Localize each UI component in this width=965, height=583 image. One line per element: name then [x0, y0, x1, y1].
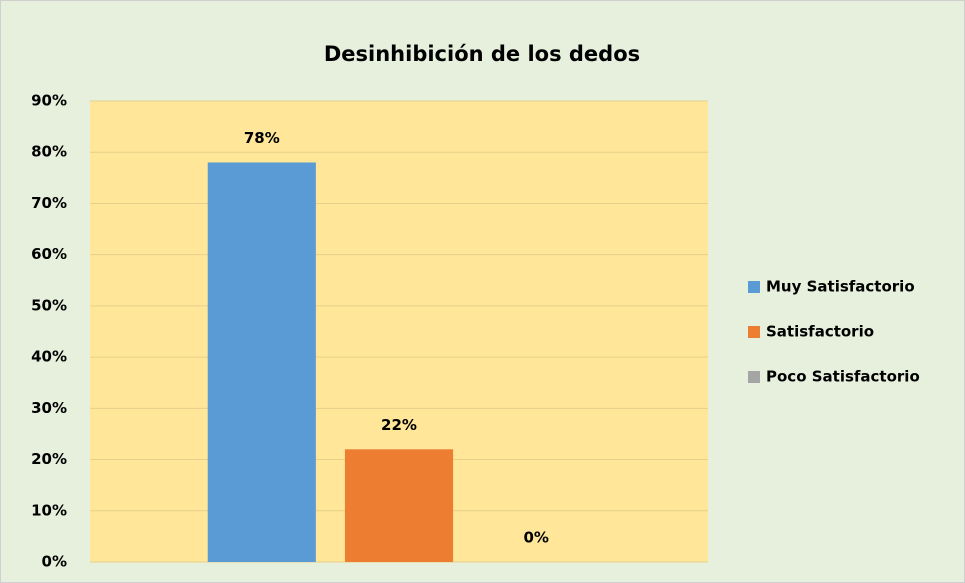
bar [207, 162, 316, 562]
data-label: 78% [244, 129, 280, 147]
y-tick-label: 30% [31, 399, 67, 417]
legend-label: Satisfactorio [766, 323, 874, 341]
y-tick-label: 70% [31, 194, 67, 212]
y-tick-label: 50% [31, 296, 67, 314]
legend-swatch [748, 371, 760, 383]
data-label: 22% [381, 416, 417, 434]
legend-swatch [748, 281, 760, 293]
y-tick-label: 40% [31, 348, 67, 366]
legend-label: Muy Satisfactorio [766, 278, 915, 296]
y-tick-label: 80% [31, 143, 67, 161]
y-tick-label: 0% [42, 553, 67, 571]
data-label: 0% [523, 529, 548, 547]
y-tick-label: 90% [31, 92, 67, 110]
legend-swatch [748, 326, 760, 338]
bar [344, 449, 454, 562]
y-tick-label: 60% [31, 245, 67, 263]
y-tick-label: 20% [31, 450, 67, 468]
y-tick-label: 10% [31, 501, 67, 519]
chart-title: Desinhibición de los dedos [324, 42, 640, 66]
legend-label: Poco Satisfactorio [766, 368, 920, 386]
